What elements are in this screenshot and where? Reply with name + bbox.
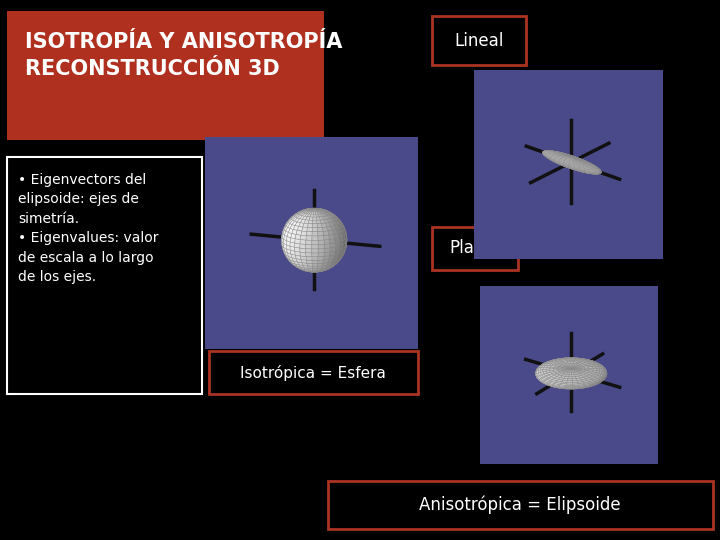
Text: • Eigenvectors del
elipsoide: ejes de
simetría.
• Eigenvalues: valor
de escala a: • Eigenvectors del elipsoide: ejes de si… [18,173,158,284]
FancyBboxPatch shape [7,157,202,394]
FancyBboxPatch shape [7,11,324,140]
FancyBboxPatch shape [432,227,518,270]
Text: Planar: Planar [449,239,501,258]
Text: Lineal: Lineal [454,31,503,50]
FancyBboxPatch shape [209,351,418,394]
Text: Anisotrópica = Elipsoide: Anisotrópica = Elipsoide [419,496,621,514]
FancyBboxPatch shape [432,16,526,65]
FancyBboxPatch shape [328,481,713,529]
Text: ISOTROPÍA Y ANISOTROPÍA
RECONSTRUCCIÓN 3D: ISOTROPÍA Y ANISOTROPÍA RECONSTRUCCIÓN 3… [25,32,343,79]
Text: Isotrópica = Esfera: Isotrópica = Esfera [240,364,386,381]
